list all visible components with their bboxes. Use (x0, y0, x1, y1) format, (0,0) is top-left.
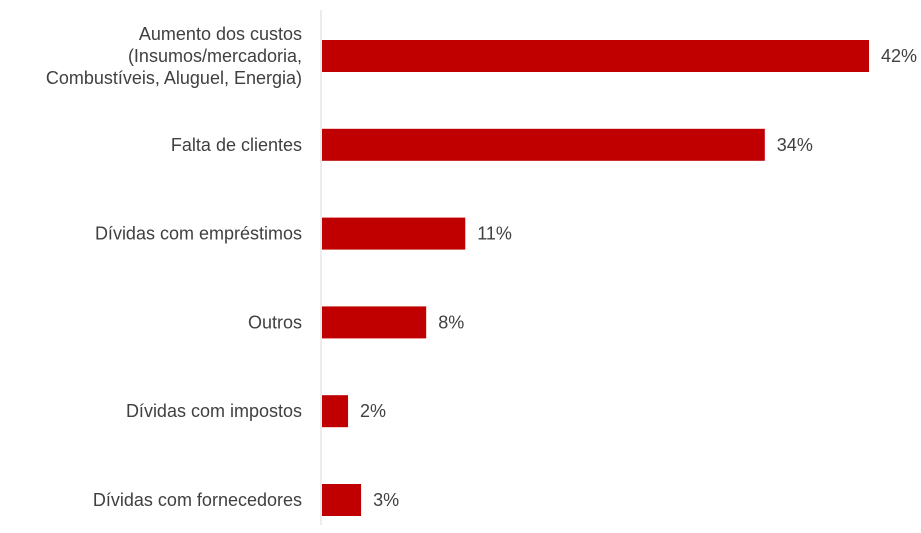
value-label-5: 3% (373, 490, 399, 510)
category-label-1: Falta de clientes (171, 135, 302, 155)
value-label-1: 34% (777, 135, 813, 155)
category-label-5: Dívidas com fornecedores (93, 490, 302, 510)
chart-marks: 42% Aumento dos custos (Insumos/mercadoria… (46, 24, 917, 516)
category-label-0-line-1: (Insumos/mercadoria, (128, 46, 302, 66)
category-label-5-line-0: Dívidas com fornecedores (93, 490, 302, 510)
bar-1 (322, 128, 765, 161)
bar-3 (322, 306, 427, 339)
value-label-0: 42% (881, 46, 917, 66)
bar-5 (322, 484, 362, 516)
value-label-3: 8% (438, 312, 464, 332)
category-label-4-line-0: Dívidas com impostos (126, 401, 302, 421)
category-label-3-line-0: Outros (248, 312, 302, 332)
category-label-0-line-2: Combustíveis, Aluguel, Energia) (46, 68, 302, 88)
category-label-3: Outros (248, 312, 302, 332)
value-label-2: 11% (477, 224, 512, 244)
bar-2 (322, 217, 466, 250)
category-label-0-line-0: Aumento dos custos (139, 24, 302, 44)
category-label-2-line-0: Dívidas com empréstimos (95, 224, 302, 244)
category-label-4: Dívidas com impostos (126, 401, 302, 421)
category-label-2: Dívidas com empréstimos (95, 224, 302, 244)
value-label-4: 2% (360, 401, 386, 421)
category-label-0: Aumento dos custos (Insumos/mercadoria, Co… (46, 24, 302, 88)
category-label-1-line-0: Falta de clientes (171, 135, 302, 155)
bar-4 (322, 395, 349, 428)
bar-0 (322, 40, 869, 72)
